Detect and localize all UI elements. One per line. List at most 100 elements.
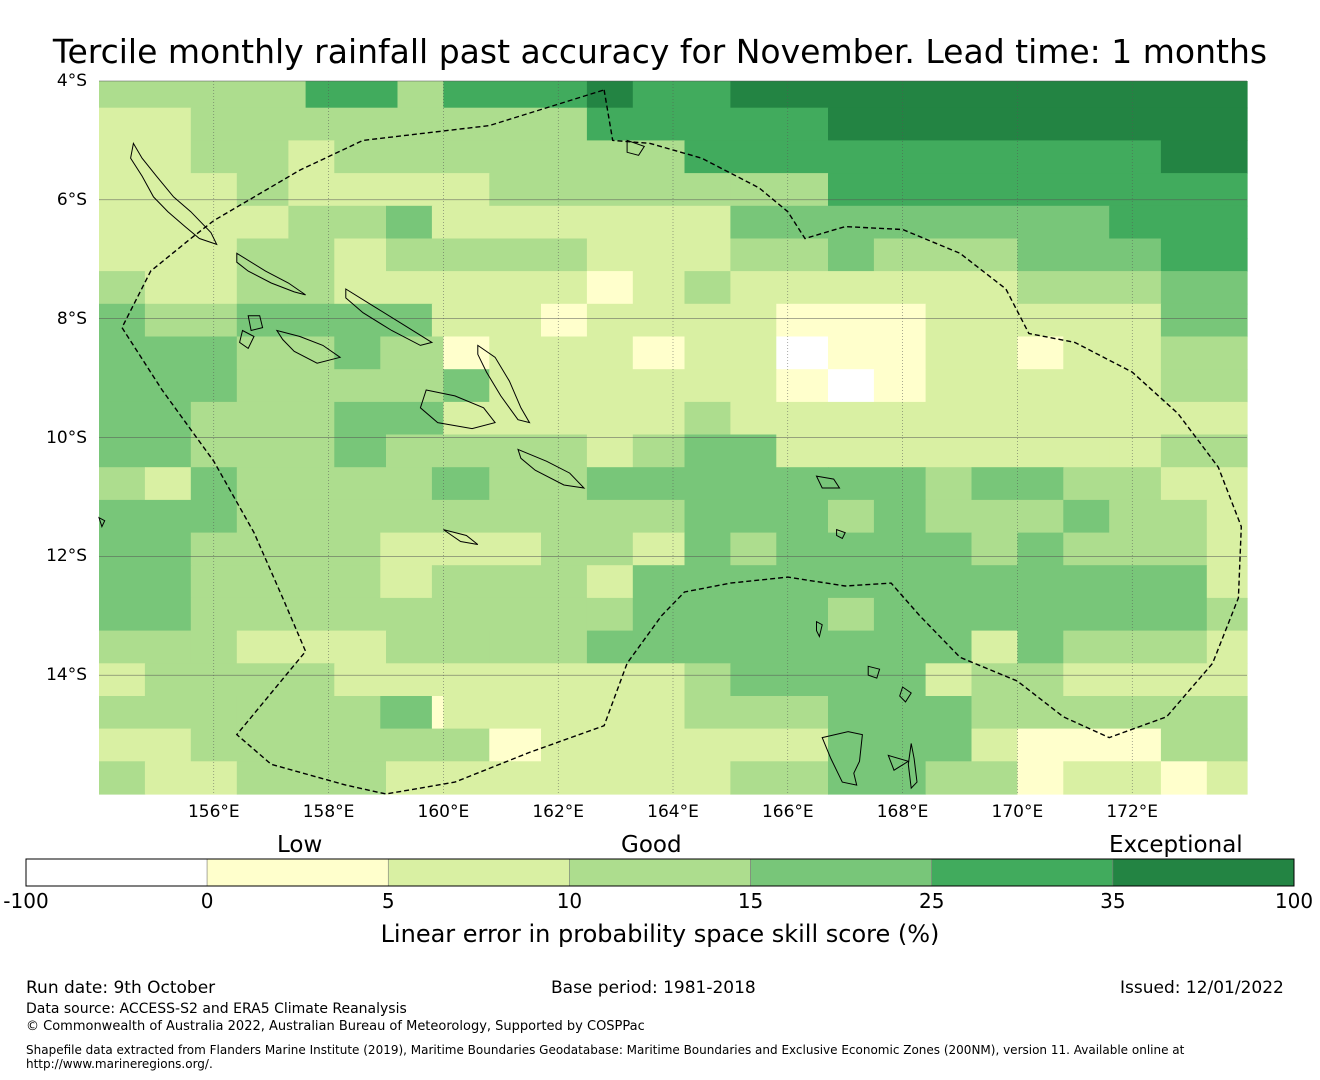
longitude-label: 156°E <box>164 802 264 822</box>
skill-cell <box>145 467 192 500</box>
skill-cell <box>1017 533 1064 566</box>
longitude-label: 158°E <box>279 802 379 822</box>
skill-cell <box>99 631 191 664</box>
colorbar-segment <box>207 859 388 886</box>
skill-cell <box>587 467 829 500</box>
skill-cell <box>828 239 875 272</box>
skill-cell <box>334 663 685 696</box>
skill-cell <box>432 271 588 304</box>
skill-cell <box>926 761 1018 794</box>
skill-cell <box>776 435 1110 468</box>
latitude-label: 4°S <box>0 71 87 91</box>
skill-cell <box>587 598 634 631</box>
skill-cell <box>685 337 777 370</box>
skill-cell <box>1017 631 1064 664</box>
skill-cell <box>99 402 191 435</box>
colorbar-tick-label: 0 <box>167 889 247 913</box>
skill-cell <box>237 696 381 729</box>
skill-cell <box>972 729 1019 762</box>
skill-cell <box>380 533 541 566</box>
skill-cell <box>1161 271 1248 304</box>
category-good-label: Good <box>621 830 682 860</box>
skill-cell <box>587 631 634 664</box>
colorbar-tick-label: 25 <box>892 889 972 913</box>
skill-cell <box>587 271 634 304</box>
skill-cell <box>828 108 1248 141</box>
skill-cell <box>633 271 685 304</box>
latitude-label: 8°S <box>0 309 87 329</box>
skill-cell <box>398 81 445 108</box>
skill-cell <box>380 565 432 598</box>
longitude-label: 162°E <box>508 802 608 822</box>
skill-cell <box>191 631 238 664</box>
skill-cell <box>334 140 685 173</box>
skill-cell <box>1161 435 1248 468</box>
skill-cell <box>828 337 926 370</box>
skill-cell <box>1161 467 1248 500</box>
skill-cell <box>587 239 731 272</box>
skill-cell <box>334 337 381 370</box>
skill-cell <box>541 533 633 566</box>
skill-cell <box>685 435 777 468</box>
skill-cell <box>99 467 146 500</box>
skill-cell <box>685 663 732 696</box>
skill-cell <box>633 533 685 566</box>
skill-cell <box>1063 663 1247 696</box>
skill-cell <box>874 500 926 533</box>
skill-cell <box>443 81 587 108</box>
skill-cell <box>541 729 829 762</box>
skill-cell <box>1161 729 1248 762</box>
skill-cell <box>1063 631 1207 664</box>
colorbar-tick-label: 5 <box>348 889 428 913</box>
longitude-label: 166°E <box>738 802 838 822</box>
skill-cell <box>432 565 588 598</box>
skill-cell <box>633 435 685 468</box>
skill-cell <box>1207 631 1248 664</box>
skill-cell <box>1063 761 1161 794</box>
skill-cell <box>1017 729 1161 762</box>
colorbar-tick-label: 100 <box>1254 889 1320 913</box>
skill-cell <box>237 369 444 402</box>
skill-cell <box>828 500 875 533</box>
skill-cell <box>1109 500 1207 533</box>
skill-cell <box>685 402 732 435</box>
skill-cell <box>1161 369 1248 402</box>
skill-cell <box>99 761 146 794</box>
skill-cell <box>191 565 381 598</box>
skill-cell <box>828 729 972 762</box>
skill-cell <box>443 369 490 402</box>
skill-cell <box>972 696 1248 729</box>
skill-cell <box>237 239 335 272</box>
skill-cell <box>685 140 829 173</box>
colorbar-tick-label: 15 <box>711 889 791 913</box>
skill-cell <box>1017 565 1207 598</box>
skill-cell <box>386 206 433 239</box>
skill-cell <box>828 696 972 729</box>
skill-cell <box>99 435 191 468</box>
skill-cell <box>306 81 398 108</box>
skill-cell <box>99 337 237 370</box>
skill-cell <box>99 304 146 337</box>
skill-grid <box>99 81 1248 795</box>
skill-cell <box>99 598 191 631</box>
skill-cell <box>489 729 541 762</box>
skill-cell <box>443 402 685 435</box>
skill-cell <box>1109 435 1161 468</box>
colorbar-tick-label: -100 <box>0 889 66 913</box>
colorbar-segment <box>26 859 207 886</box>
skill-cell <box>776 337 828 370</box>
skill-cell <box>1017 271 1161 304</box>
skill-cell <box>730 239 828 272</box>
skill-cell <box>99 663 146 696</box>
skill-cell <box>633 81 731 108</box>
skill-cell <box>288 173 490 206</box>
skill-cell <box>99 271 146 304</box>
skill-cell <box>237 271 289 304</box>
skill-cell <box>685 533 732 566</box>
shapefile-credit-line2: http://www.marineregions.org/. <box>26 1057 213 1072</box>
skill-cell <box>380 696 432 729</box>
skill-cell <box>237 304 433 337</box>
skill-cell <box>828 173 1248 206</box>
colorbar-segment <box>1113 859 1294 886</box>
skill-cell <box>730 81 1247 108</box>
